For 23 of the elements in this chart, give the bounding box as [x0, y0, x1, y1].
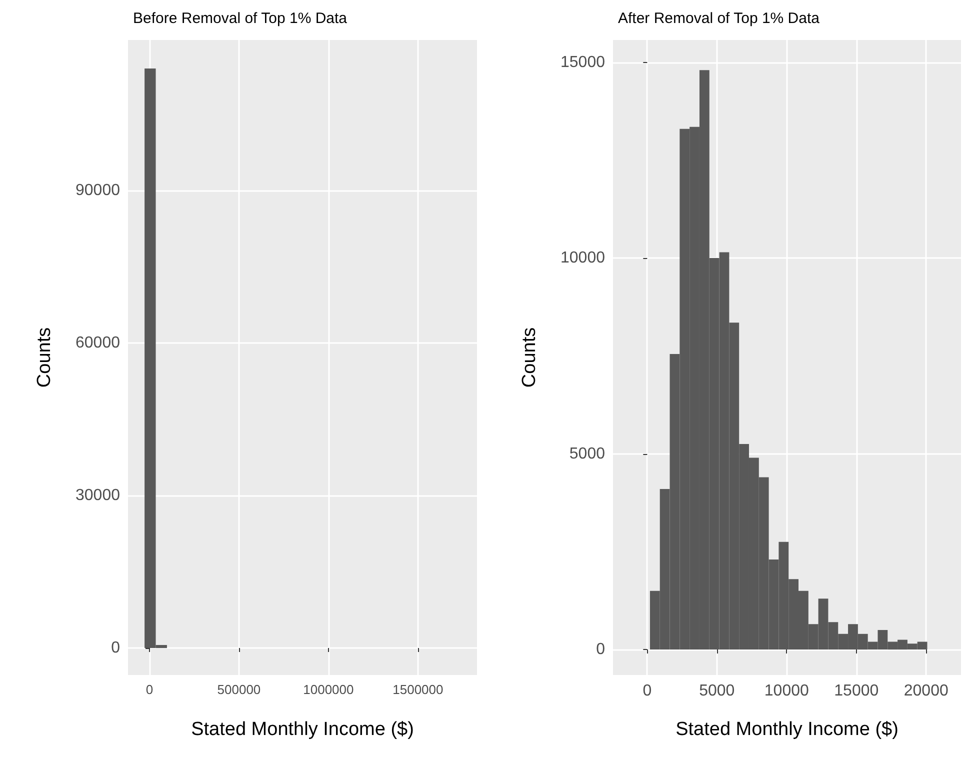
x-axis-title: Stated Monthly Income ($): [191, 719, 414, 740]
y-tick-label: 5000: [569, 445, 606, 462]
x-tick-label: 0: [642, 682, 652, 700]
chart-title: Before Removal of Top 1% Data: [133, 10, 348, 27]
y-tick-label: 30000: [76, 487, 120, 504]
x-tick-label: 500000: [217, 682, 261, 697]
y-tick-label: 0: [111, 640, 120, 657]
y-tick-label: 10000: [560, 250, 606, 267]
y-axis-title: Counts: [519, 327, 540, 388]
x-tick-label: 1000000: [303, 682, 354, 697]
x-tick-label: 5000: [699, 682, 735, 700]
x-axis-title: Stated Monthly Income ($): [676, 719, 898, 740]
y-tick-label: 0: [596, 641, 606, 658]
y-tick-label: 90000: [76, 182, 120, 199]
x-tick-label: 10000: [764, 682, 809, 700]
chart-title: After Removal of Top 1% Data: [618, 10, 820, 27]
x-tick-label: 0: [146, 682, 154, 697]
x-tick-label: 20000: [904, 682, 948, 700]
y-axis-title: Counts: [34, 327, 55, 388]
y-tick-label: 60000: [76, 334, 120, 352]
x-tick-label: 15000: [834, 682, 879, 700]
y-tick-label: 15000: [560, 54, 606, 71]
x-tick-label: 1500000: [392, 682, 444, 697]
